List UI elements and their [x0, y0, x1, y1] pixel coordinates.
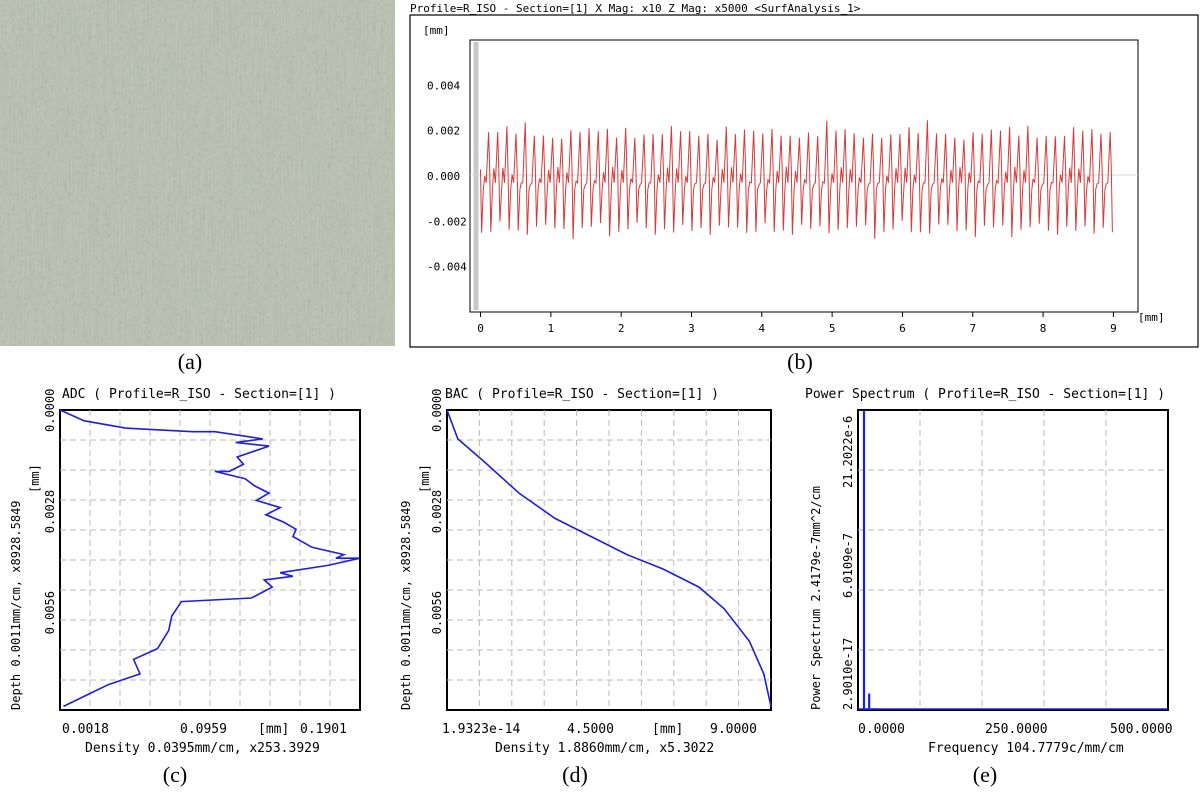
bac-curve: [446, 409, 772, 707]
bac-x-tick-label: 4.5000: [567, 722, 614, 737]
adc-x-tick-label: 0.1901: [300, 722, 347, 737]
caption-b: (b): [787, 349, 813, 374]
profile-x-tick-label: 9: [1110, 322, 1117, 335]
adc-chart: ADC ( Profile=R_ISO - Section=[1] ) Dept…: [9, 387, 361, 756]
ps-ylabel: Power Spectrum 2.4179e-7mm^2/cm: [809, 486, 823, 710]
profile-x-tick-label: 3: [688, 322, 695, 335]
ps-x-tick-label: 250.0000: [985, 722, 1048, 737]
adc-title: ADC ( Profile=R_ISO - Section=[1] ): [62, 387, 336, 402]
profile-y-tick-label: 0.004: [427, 79, 460, 92]
profile-outer-frame: [409, 14, 1199, 348]
bac-y-tick-label: 0.0056: [430, 591, 444, 634]
adc-y-tick-label: 0.0056: [43, 591, 57, 634]
bac-y-tick-label: 0.0028: [430, 490, 444, 533]
profile-y-tick-label: -0.002: [427, 215, 467, 228]
profile-plot-frame: [469, 39, 1139, 313]
profile-y-tick-label: 0.000: [427, 170, 460, 183]
profile-header: Profile=R_ISO - Section=[1] X Mag: x10 Z…: [410, 2, 861, 15]
adc-y-tick-label: 0.0028: [43, 490, 57, 533]
ps-x-tick-label: 500.0000: [1110, 722, 1173, 737]
ps-xlabel: Frequency 104.7779c/mm/cm: [928, 741, 1124, 756]
profile-y-tick-label: 0.002: [427, 125, 460, 138]
profile-y-tick-label: -0.004: [427, 261, 467, 274]
profile-x-tick-label: 6: [899, 322, 906, 335]
caption-a: (a): [177, 349, 203, 374]
bac-x-unit: [mm]: [652, 722, 683, 737]
profile-chart: Profile=R_ISO - Section=[1] X Mag: x10 Z…: [409, 2, 1199, 348]
ps-x-tick-label: 0.0000: [858, 722, 905, 737]
power-spectrum-chart: Power Spectrum ( Profile=R_ISO - Section…: [805, 387, 1173, 756]
profile-x-tick-label: 2: [618, 322, 625, 335]
surface-micrograph: [0, 0, 395, 346]
ps-y-tick-label: 21.2022e-6: [841, 416, 855, 488]
bac-xlabel: Density 1.8860mm/cm, x5.3022: [495, 741, 714, 756]
bac-x-tick-label: 1.9323e-14: [442, 722, 520, 737]
bac-ylabel: Depth 0.0011mm/cm, x8928.5849: [399, 500, 413, 710]
profile-x-tick-label: 7: [969, 322, 976, 335]
ps-title: Power Spectrum ( Profile=R_ISO - Section…: [805, 387, 1165, 402]
adc-y-unit: [mm]: [28, 464, 42, 493]
caption-e: (e): [972, 762, 998, 787]
adc-x-tick-label: 0.0959: [180, 722, 227, 737]
adc-ylabel: Depth 0.0011mm/cm, x8928.5849: [9, 500, 23, 710]
caption-c: (c): [162, 762, 188, 787]
bac-y-tick-label: 0.0000: [430, 389, 444, 432]
adc-x-unit: [mm]: [258, 722, 289, 737]
profile-x-unit: [mm]: [1138, 311, 1165, 324]
profile-x-tick-label: 8: [1040, 322, 1047, 335]
profile-x-tick-label: 5: [829, 322, 836, 335]
adc-x-tick-label: 0.0018: [62, 722, 109, 737]
bac-y-unit: [mm]: [418, 464, 432, 493]
profile-series-line: [480, 120, 1113, 240]
profile-y-unit: [mm]: [423, 24, 450, 37]
adc-curve: [59, 409, 360, 708]
ps-y-tick-label: 2.9010e-17: [841, 638, 855, 710]
bac-chart: BAC ( Profile=R_ISO - Section=[1] ) Dept…: [399, 387, 772, 756]
caption-d: (d): [562, 762, 588, 787]
adc-xlabel: Density 0.0395mm/cm, x253.3929: [85, 741, 320, 756]
profile-x-tick-label: 1: [548, 322, 555, 335]
bac-x-tick-label: 9.0000: [710, 722, 757, 737]
bac-title: BAC ( Profile=R_ISO - Section=[1] ): [445, 387, 719, 402]
adc-y-tick-label: 0.0000: [43, 389, 57, 432]
ps-plot-frame: [857, 409, 1169, 711]
profile-x-tick-label: 0: [477, 322, 484, 335]
profile-x-tick-label: 4: [758, 322, 765, 335]
ps-y-tick-label: 6.0109e-7: [841, 533, 855, 598]
